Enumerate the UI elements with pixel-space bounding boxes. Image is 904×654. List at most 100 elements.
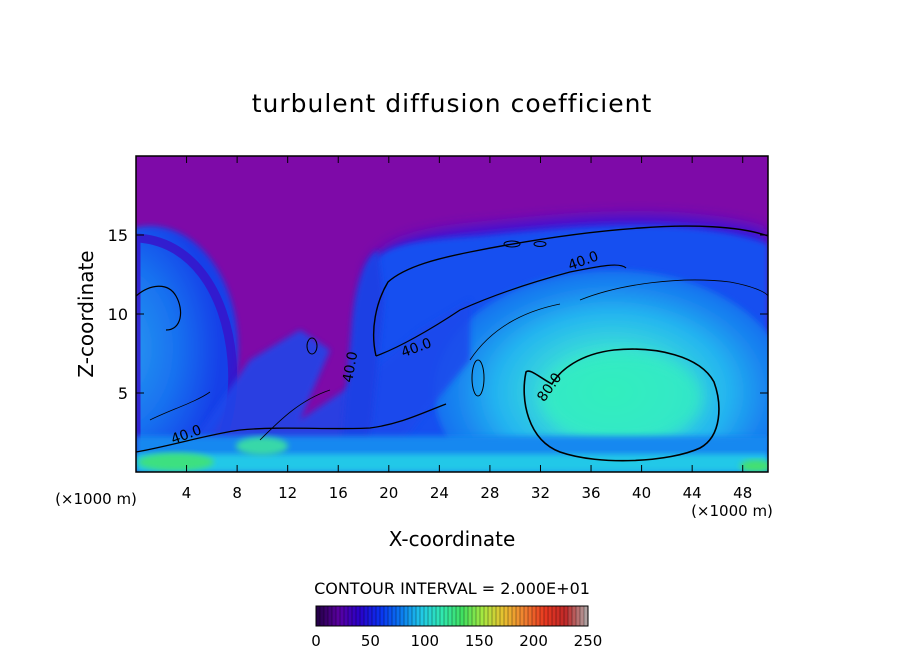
- colorbar-cell: [420, 606, 425, 626]
- colorbar-tick-label: 100: [410, 632, 439, 650]
- contour-interval: CONTOUR INTERVAL = 2.000E+01: [314, 579, 590, 598]
- x-unit-left: (×1000 m): [55, 490, 137, 508]
- colorbar-cell: [456, 606, 461, 626]
- colorbar-cell: [572, 606, 577, 626]
- y-tick-label: 10: [108, 305, 128, 324]
- colorbar-cell: [400, 606, 405, 626]
- colorbar-cell: [448, 606, 453, 626]
- colorbar-cell: [536, 606, 541, 626]
- colorbar-cell: [500, 606, 505, 626]
- colorbar-cell: [316, 606, 321, 626]
- colorbar-cell: [360, 606, 365, 626]
- colorbar-cell: [332, 606, 337, 626]
- colorbar-cell: [348, 606, 353, 626]
- contour-lines: [136, 225, 768, 462]
- colorbar-cell: [352, 606, 357, 626]
- colorbar: [315, 605, 589, 627]
- x-tick-label: 48: [733, 484, 752, 502]
- colorbar-cell: [488, 606, 493, 626]
- central-plume: [340, 250, 384, 470]
- contour-line-thin-3: [259, 389, 331, 441]
- colorbar-cell: [504, 606, 509, 626]
- contour-line-island-4: [306, 337, 318, 355]
- colorbar-cell: [468, 606, 473, 626]
- surface-green-right: [740, 460, 768, 472]
- contour-line-40-inner: [375, 264, 627, 357]
- contour-line-thin-2: [469, 303, 561, 361]
- x-tick-label: 32: [531, 484, 550, 502]
- colorbar-cell: [564, 606, 569, 626]
- x-tick-label: 36: [581, 484, 600, 502]
- x-tick-label: 40: [632, 484, 651, 502]
- contour-line-island-3: [471, 359, 485, 397]
- colorbar-cell: [356, 606, 361, 626]
- colorbar-cell: [460, 606, 465, 626]
- colorbar-cell: [452, 606, 457, 626]
- colorbar-cell: [320, 606, 325, 626]
- colorbar-cell: [556, 606, 561, 626]
- colorbar-cell: [364, 606, 369, 626]
- y-axis-label: Z-coordinate: [74, 250, 98, 377]
- colorbar-cell: [560, 606, 565, 626]
- surface-layer-core: [136, 454, 768, 472]
- colorbar-tick-label: 50: [361, 632, 380, 650]
- surface-green-mid: [236, 437, 288, 455]
- x-tick-label: 20: [379, 484, 398, 502]
- contour-line-40-left: [136, 285, 182, 331]
- colorbar-cell: [424, 606, 429, 626]
- colorbar-cell: [576, 606, 581, 626]
- y-tick-label: 15: [108, 226, 128, 245]
- x-tick-label: 4: [182, 484, 192, 502]
- colorbar-tick-labels: 0 50 100 150 200 250: [311, 632, 602, 650]
- x-tick-label: 12: [278, 484, 297, 502]
- colorbar-cell: [392, 606, 397, 626]
- colorbar-cell: [476, 606, 481, 626]
- x-tick-label: 24: [430, 484, 449, 502]
- x-axis-ticks: 4 8 12 16 20 24 28 32 36 40 44 48: [182, 156, 752, 502]
- colorbar-cell: [328, 606, 333, 626]
- colorbar-cell: [428, 606, 433, 626]
- contour-line-thin-1: [579, 279, 768, 301]
- colorbar-cell: [464, 606, 469, 626]
- colorbar-cell: [336, 606, 341, 626]
- colorbar-tick-label: 150: [465, 632, 494, 650]
- contour-line-island-1: [503, 240, 521, 248]
- chart-title: turbulent diffusion coefficient: [252, 89, 653, 118]
- contour-line-40-lower: [136, 403, 447, 453]
- colorbar-cell: [380, 606, 385, 626]
- colorbar-cell: [496, 606, 501, 626]
- contour-line-80: [523, 348, 720, 462]
- contour-line-thin-4: [149, 391, 211, 421]
- colorbar-cell: [376, 606, 381, 626]
- colorbar-cell: [368, 606, 373, 626]
- contour-label: 40.0: [340, 350, 361, 383]
- colorbar-cell: [408, 606, 413, 626]
- x-tick-label: 44: [683, 484, 702, 502]
- x-tick-label: 8: [232, 484, 242, 502]
- colorbar-cell: [520, 606, 525, 626]
- colorbar-cell: [412, 606, 417, 626]
- colorbar-tick-label: 0: [311, 632, 321, 650]
- colorbar-cell: [396, 606, 401, 626]
- colorbar-cell: [480, 606, 485, 626]
- colorbar-cell: [508, 606, 513, 626]
- colorbar-tick-label: 200: [519, 632, 548, 650]
- colorbar-cell: [436, 606, 441, 626]
- colorbar-cell: [584, 606, 589, 626]
- contour-line-island-2: [533, 241, 547, 247]
- colorbar-cell: [324, 606, 329, 626]
- colorbar-frame: [315, 605, 589, 627]
- colorbar-cell: [440, 606, 445, 626]
- x-tick-label: 16: [329, 484, 348, 502]
- colorbar-cell: [492, 606, 497, 626]
- colorbar-cell: [472, 606, 477, 626]
- colorbar-cell: [340, 606, 345, 626]
- x-axis-label: X-coordinate: [389, 527, 516, 551]
- x-unit-right: (×1000 m): [691, 502, 773, 520]
- colorbar-cell: [344, 606, 349, 626]
- colorbar-cell: [404, 606, 409, 626]
- colorbar-cell: [388, 606, 393, 626]
- colorbar-cell: [548, 606, 553, 626]
- colorbar-cell: [540, 606, 545, 626]
- colorbar-cell: [552, 606, 557, 626]
